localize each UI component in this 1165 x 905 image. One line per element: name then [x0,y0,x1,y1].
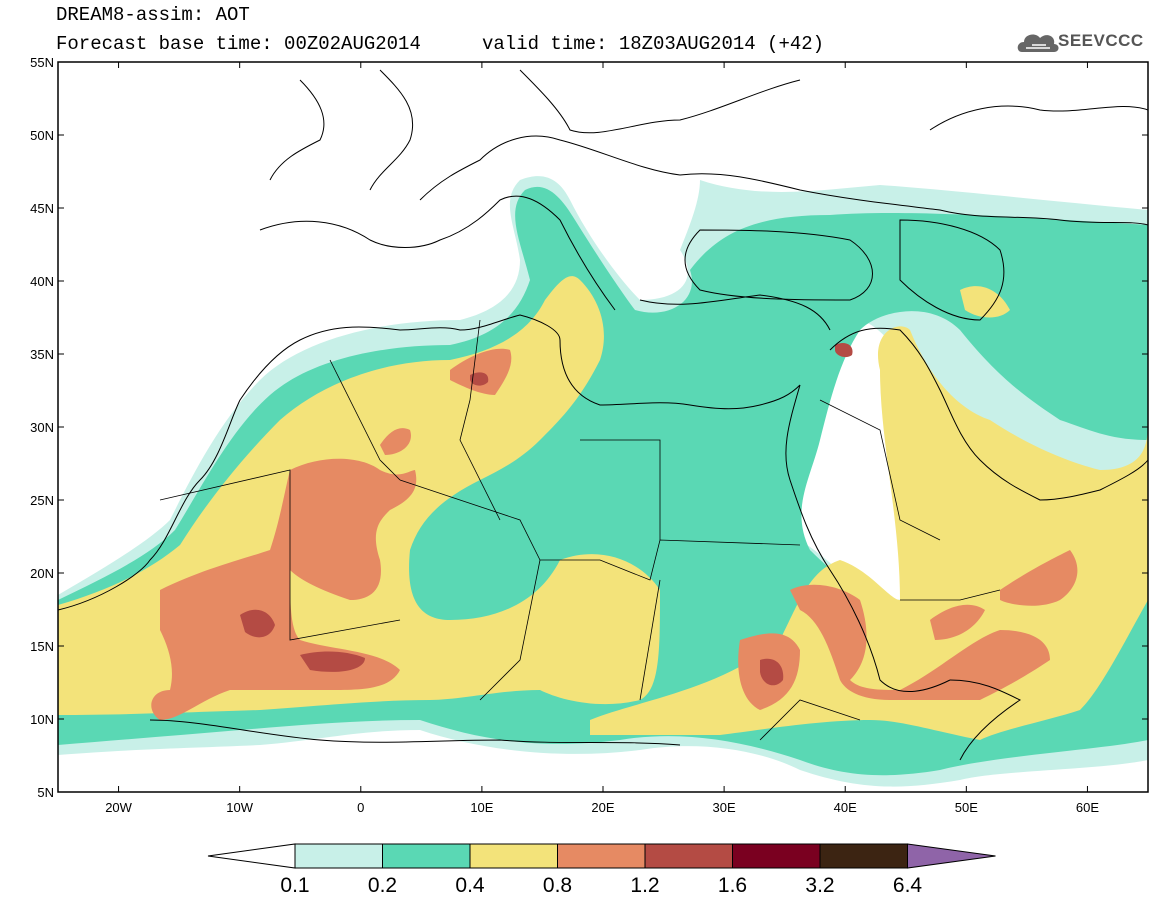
longitude-axis: 20W 10W 0 10E 20E 30E 40E 50E 60E [105,62,1099,815]
lon-tick-label: 20E [591,800,614,815]
colorbar-label: 0.2 [368,874,397,897]
colorbar-high-arrow [907,843,996,869]
lat-tick-label: 45N [30,201,54,216]
lat-tick-label: 55N [30,55,54,70]
aot-band-0.8 [151,348,1078,720]
colorbar-label: 3.2 [805,874,834,897]
logo-text: SEEVCCC [1058,31,1144,50]
colorbar-swatch [732,843,821,869]
lat-tick-label: 10N [30,712,54,727]
colorbar-label: 0.4 [455,874,485,897]
aot-field [58,176,1148,787]
lon-tick-label: 50E [955,800,978,815]
lon-tick-label: 0 [357,800,364,815]
colorbar-swatch [644,843,733,869]
lat-tick-label: 50N [30,128,54,143]
colorbar-swatch [819,843,908,869]
aot-band-0.4 [58,276,1148,740]
lat-tick-label: 20N [30,566,54,581]
colorbar-swatch [294,843,383,869]
colorbar-label: 1.6 [718,874,747,897]
cloud-icon [1017,34,1059,52]
lat-tick-label: 5N [37,785,54,800]
country-borders [159,319,1001,741]
lon-tick-label: 20W [105,800,132,815]
lat-tick-label: 30N [30,420,54,435]
forecast-base-time: Forecast base time: 00Z02AUG2014 [56,33,421,55]
lat-tick-label: 40N [30,274,54,289]
valid-time: valid time: 18Z03AUG2014 (+42) [482,33,825,55]
lon-tick-label: 10W [226,800,253,815]
colorbar-label: 6.4 [893,874,923,897]
colorbar-label: 0.8 [543,874,572,897]
lon-tick-label: 40E [834,800,857,815]
colorbar-low-arrow [207,843,296,869]
lat-tick-label: 25N [30,493,54,508]
colorbar-swatch [469,843,558,869]
lon-tick-label: 10E [470,800,493,815]
lon-tick-label: 60E [1076,800,1099,815]
colorbar-label: 0.1 [280,874,309,897]
colorbar-swatch [557,843,646,869]
latitude-axis: 55N 50N 45N 40N 35N 30N 25N 20N 15N 10N 5N [30,55,1148,800]
lat-tick-label: 35N [30,347,54,362]
lon-tick-label: 30E [713,800,736,815]
colorbar-label: 1.2 [630,874,659,897]
colorbar-swatch [382,843,471,869]
lat-tick-label: 15N [30,639,54,654]
colorbar: 0.1 0.2 0.4 0.8 1.2 1.6 3.2 6.4 [207,843,996,897]
map-title: DREAM8-assim: AOT [56,4,250,26]
coastlines [58,69,1148,761]
